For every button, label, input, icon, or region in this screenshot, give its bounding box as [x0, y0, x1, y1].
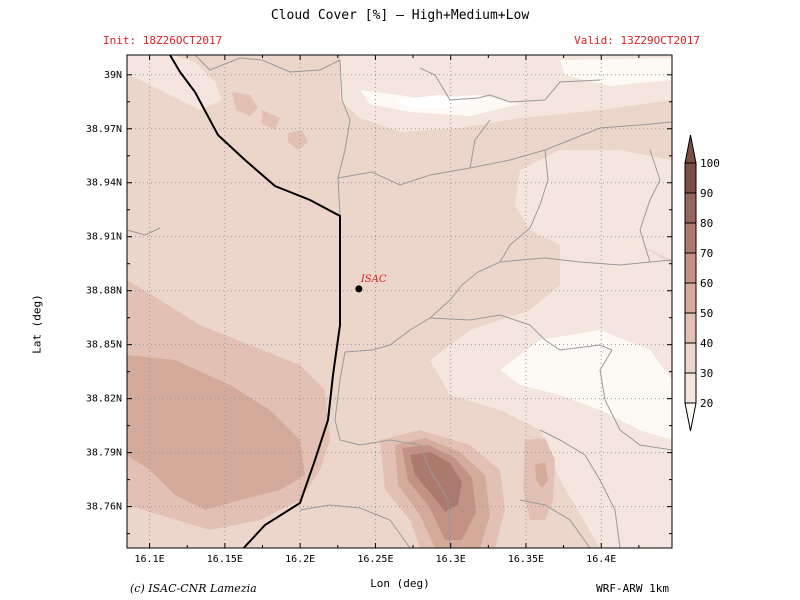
- colorbar-label: 80: [700, 217, 713, 230]
- colorbar: 20 30 40 50 60 70 80 90 100: [684, 134, 720, 432]
- colorbar-max-triangle: [684, 134, 697, 164]
- cloud-fill-60-70-southeast: [535, 462, 548, 488]
- colorbar-segment: [684, 192, 697, 224]
- grid-lines: [127, 55, 672, 548]
- y-tick-label: 38.79N: [86, 448, 122, 459]
- x-tick-label: 16.1E: [135, 554, 165, 565]
- border-line: [299, 504, 411, 548]
- colorbar-label: 70: [700, 247, 713, 260]
- x-tick-label: 16.3E: [436, 554, 466, 565]
- colorbar-label: 50: [700, 307, 713, 320]
- y-tick-label: 38.82N: [86, 394, 122, 405]
- cloud-fill-60-70-west: [127, 355, 305, 510]
- cloud-fill-low-north: [395, 95, 470, 108]
- x-axis-ticks: 16.1E 16.15E 16.2E 16.25E 16.3E 16.35E 16.4E: [135, 55, 640, 565]
- x-tick-label: 16.15E: [207, 554, 243, 565]
- y-tick-label: 38.85N: [86, 340, 122, 351]
- border-line: [599, 349, 672, 451]
- border-line: [419, 67, 601, 103]
- colorbar-segment: [684, 162, 697, 194]
- border-line: [194, 55, 341, 73]
- map-title: Cloud Cover [%] — High+Medium+Low: [270, 8, 530, 23]
- border-line: [344, 149, 549, 353]
- init-time: Init: 18Z26OCT2017: [103, 34, 223, 47]
- valid-time: Valid: 13Z29OCT2017: [574, 34, 700, 47]
- border-line: [469, 119, 491, 169]
- y-axis-ticks: 39N 38.97N 38.94N 38.91N 38.88N 38.85N 38.82N 3…: [86, 70, 672, 535]
- cloud-fill-50-60-spot-c: [288, 130, 308, 150]
- y-tick-label: 38.97N: [86, 124, 122, 135]
- border-line: [639, 149, 661, 263]
- y-tick-label: 39N: [104, 70, 122, 81]
- border-line: [334, 351, 421, 446]
- x-axis-label: Lon (deg): [370, 577, 430, 590]
- y-tick-label: 38.88N: [86, 286, 122, 297]
- colorbar-label: 20: [700, 397, 713, 410]
- colorbar-label: 40: [700, 337, 713, 350]
- station-label: ISAC: [360, 274, 387, 285]
- colorbar-segment: [684, 252, 697, 284]
- border-line: [419, 444, 451, 548]
- border-line: [337, 59, 351, 216]
- border-line: [539, 429, 621, 548]
- admin-borders: [127, 55, 672, 548]
- cloud-fill-20-30-se: [500, 330, 672, 440]
- y-tick-label: 38.91N: [86, 232, 122, 243]
- cloud-fill-80-90-south: [410, 452, 462, 512]
- cloud-cover-field: [127, 55, 672, 548]
- colorbar-segment: [684, 282, 697, 314]
- x-tick-label: 16.25E: [357, 554, 393, 565]
- border-line: [337, 121, 672, 186]
- border-line: [519, 499, 591, 548]
- x-tick-label: 16.4E: [586, 554, 616, 565]
- colorbar-segment: [684, 312, 697, 344]
- colorbar-segment: [684, 342, 697, 374]
- colorbar-label: 60: [700, 277, 713, 290]
- y-tick-label: 38.76N: [86, 502, 122, 513]
- credit-text: (c) ISAC-CNR Lamezia: [130, 582, 257, 595]
- x-tick-label: 16.2E: [285, 554, 315, 565]
- border-line: [127, 227, 161, 236]
- cloud-fill-30-40-east: [515, 150, 672, 260]
- colorbar-segment: [684, 222, 697, 254]
- colorbar-label: 90: [700, 187, 713, 200]
- plot-frame: [126, 54, 673, 549]
- cloud-fill-50-60-spot-a: [232, 92, 258, 116]
- colorbar-min-triangle: [684, 402, 697, 432]
- colorbar-label: 30: [700, 367, 713, 380]
- y-axis-label: Lat (deg): [30, 294, 44, 354]
- cloud-fill-20-30-ne: [560, 58, 672, 86]
- y-tick-label: 38.94N: [86, 178, 122, 189]
- border-line: [429, 314, 613, 351]
- cloud-fill-50-60-spot-b: [262, 110, 280, 130]
- x-tick-label: 16.35E: [508, 554, 544, 565]
- model-name: WRF-ARW 1km: [596, 582, 669, 595]
- colorbar-label: 100: [700, 157, 720, 170]
- colorbar-segment: [684, 372, 697, 404]
- station-marker: [355, 285, 363, 293]
- coastline: [169, 55, 341, 548]
